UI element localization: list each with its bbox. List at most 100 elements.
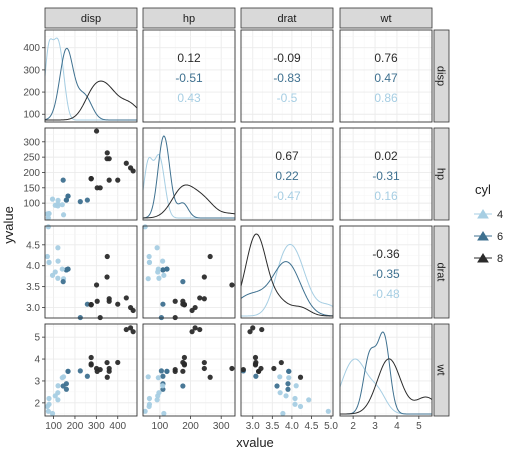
point-wt-hp-22 (172, 368, 178, 375)
point-hp-disp-15 (127, 165, 134, 171)
panel-bg-drat-drat (241, 226, 333, 318)
point-drat-disp-26 (55, 245, 61, 251)
legend-key-4: 4 (474, 205, 503, 223)
point-wt-hp-29 (180, 383, 186, 389)
point-wt-hp-3 (160, 373, 166, 379)
legend-key-6-glyph (477, 231, 489, 241)
point-hp-disp-30 (93, 128, 100, 134)
y-tick-label-drat: 3.0 (26, 303, 40, 314)
point-wt-disp-11 (88, 354, 94, 361)
point-wt-hp-4 (180, 368, 186, 374)
strip-top-label-wt: wt (380, 13, 392, 25)
point-wt-drat-22 (256, 368, 262, 375)
panel-border-hp-drat (240, 127, 334, 221)
point-wt-hp-15 (192, 325, 198, 331)
x-tick-label-wt: 3 (372, 421, 378, 432)
corr-label-drat_wt-cyl6: -0.35 (372, 267, 400, 281)
y-tick-label-drat: 4.5 (26, 240, 40, 251)
legend-key-4-glyph (477, 209, 489, 219)
point-wt-drat-26 (306, 397, 312, 403)
panel-bg-hp-hp (143, 128, 235, 220)
x-tick-label-drat: 3.5 (265, 421, 279, 432)
panel-border-drat-hp (142, 225, 236, 319)
point-hp-disp-10 (65, 193, 71, 199)
point-drat-disp-13 (88, 302, 94, 308)
point-hp-disp-31 (55, 197, 61, 203)
point-wt-drat-31 (293, 383, 299, 389)
point-drat-hp-6 (201, 296, 207, 302)
point-drat-disp-29 (60, 279, 66, 285)
point-wt-hp-26 (154, 397, 160, 403)
point-wt-disp-29 (60, 383, 66, 389)
legend-label-8: 8 (497, 253, 503, 265)
point-wt-hp-5 (158, 368, 164, 374)
corr-label-hp_drat-cyl4: -0.47 (273, 189, 301, 203)
panel-border-wt-hp (142, 323, 236, 417)
point-hp-disp-29 (60, 177, 66, 183)
point-drat-disp-30 (93, 282, 100, 288)
point-hp-disp-13 (88, 176, 94, 182)
point-drat-hp-31 (160, 258, 166, 264)
panel-border-disp-disp (44, 29, 138, 123)
point-wt-hp-27 (161, 410, 167, 417)
density-disp-cyl6 (44, 47, 137, 121)
strip-right-label-wt: wt (435, 364, 447, 376)
y-tick-label-wt: 4 (34, 355, 40, 366)
point-drat-hp-7 (145, 276, 151, 282)
point-wt-hp-16 (197, 326, 203, 333)
point-wt-drat-7 (277, 374, 283, 380)
point-hp-disp-24 (115, 177, 121, 183)
density-wt-cyl8 (340, 358, 433, 415)
point-drat-hp-20 (156, 275, 162, 281)
point-hp-disp-28 (104, 150, 110, 156)
panel-disp-wt (340, 30, 432, 122)
point-drat-hp-1 (160, 267, 166, 273)
corr-label-hp_wt-cyl4: 0.16 (374, 189, 398, 203)
x-tick-label-disp: 400 (109, 421, 126, 432)
panel-disp-hp (143, 30, 235, 122)
point-wt-drat-18 (325, 408, 331, 414)
x-tick-label-drat: 4.0 (285, 421, 299, 432)
point-hp-disp-25 (46, 210, 52, 217)
point-drat-hp-23 (201, 274, 207, 280)
point-drat-disp-16 (123, 295, 129, 301)
density-wt-cyl6 (340, 331, 432, 415)
panel-border-drat-wt (339, 225, 433, 319)
x-axis-title: xvalue (236, 435, 274, 450)
point-wt-drat-16 (259, 326, 265, 333)
point-wt-hp-30 (229, 365, 235, 372)
point-wt-drat-28 (297, 374, 304, 380)
corr-label-drat_wt-cyl8: -0.36 (372, 247, 400, 261)
strip-right-hp (433, 127, 450, 221)
panel-drat-drat (241, 226, 333, 319)
strip-right-drat (433, 225, 450, 319)
x-tick-label-disp: 300 (88, 421, 105, 432)
panel-wt-disp (45, 324, 137, 416)
point-wt-disp-15 (127, 325, 134, 331)
point-wt-disp-3 (84, 373, 90, 379)
x-tick-label-wt: 5 (416, 421, 422, 432)
point-wt-disp-5 (77, 368, 83, 374)
point-drat-hp-16 (197, 295, 203, 301)
point-drat-disp-20 (55, 275, 61, 281)
panel-bg-hp-drat (241, 128, 333, 220)
panel-border-disp-drat (240, 29, 334, 123)
strip-top-drat (240, 7, 334, 29)
corr-label-drat_wt-cyl4: -0.48 (372, 287, 400, 301)
panel-disp-disp (45, 30, 137, 122)
point-drat-disp-28 (104, 253, 110, 260)
point-wt-hp-20 (156, 390, 162, 396)
corr-label-hp_drat-cyl8: 0.67 (275, 149, 299, 163)
point-hp-disp-22 (94, 185, 100, 191)
panel-border-wt-disp (44, 323, 138, 417)
y-tick-label-wt: 5 (34, 333, 40, 344)
corr-label-disp_drat-cyl4: -0.5 (277, 91, 298, 105)
point-drat-hp-30 (229, 282, 235, 288)
legend-label-4: 4 (497, 209, 503, 221)
legend-label-6: 6 (497, 231, 503, 243)
panel-border-drat-disp (44, 225, 138, 319)
y-tick-label-disp: 100 (23, 110, 40, 121)
corr-label-disp_wt-cyl8: 0.76 (374, 51, 398, 65)
point-wt-drat-21 (240, 366, 246, 373)
point-drat-disp-19 (44, 253, 50, 260)
